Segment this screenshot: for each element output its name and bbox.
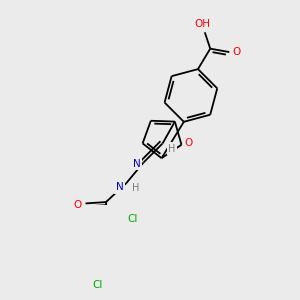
Text: N: N bbox=[133, 159, 141, 169]
Text: H: H bbox=[169, 144, 176, 154]
Text: N: N bbox=[116, 182, 124, 192]
Text: OH: OH bbox=[195, 19, 211, 29]
Text: O: O bbox=[73, 200, 82, 210]
Text: Cl: Cl bbox=[128, 214, 138, 224]
Text: Cl: Cl bbox=[92, 280, 102, 290]
Text: O: O bbox=[232, 47, 240, 57]
Text: O: O bbox=[184, 138, 192, 148]
Text: H: H bbox=[132, 183, 140, 194]
